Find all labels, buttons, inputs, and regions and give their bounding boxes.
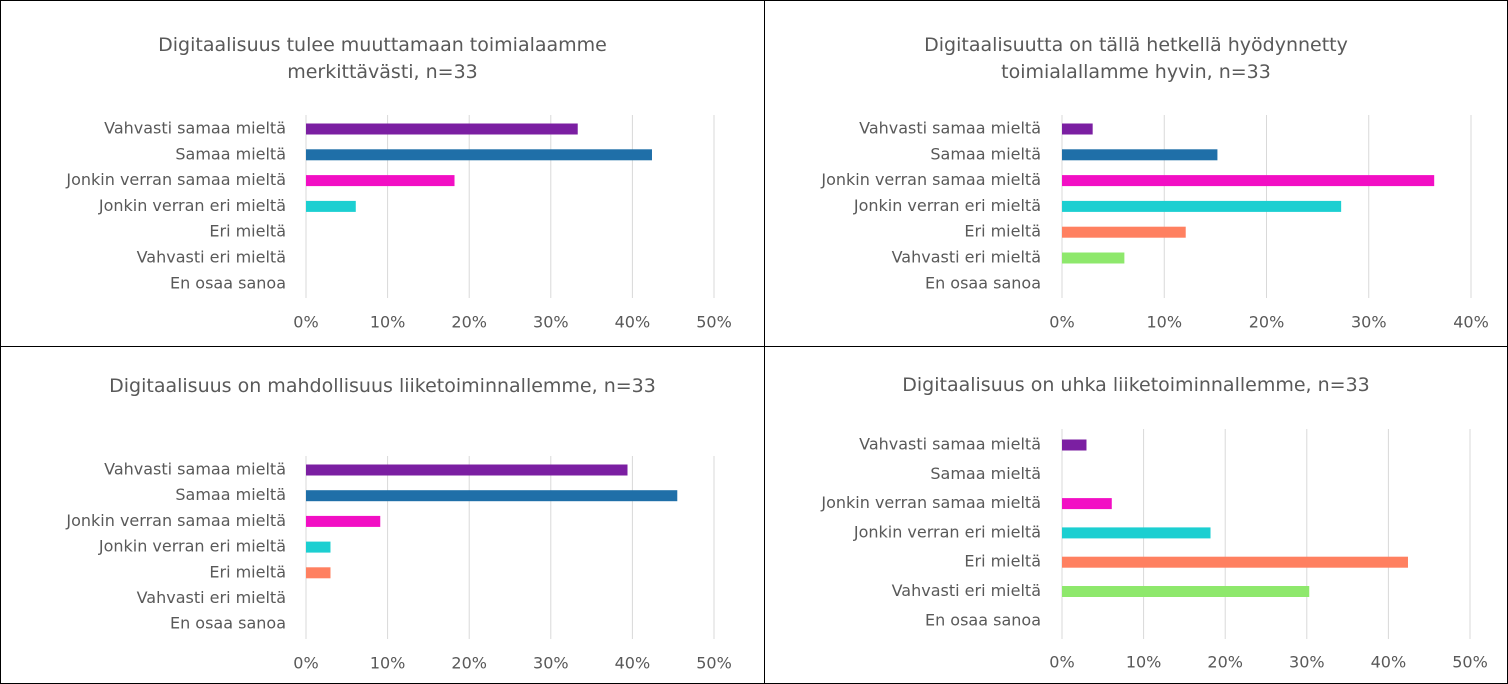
x-tick-label: 40% [1371, 653, 1407, 672]
x-tick-label: 10% [1146, 313, 1182, 332]
bar [306, 464, 628, 476]
x-tick-label: 0% [1049, 653, 1074, 672]
y-tick-label: Eri mieltä [209, 562, 286, 581]
chart: 0% 10% 20% 30% 40% 50% Vahvasti samaa mieltä Sa… [65, 456, 732, 673]
chart-title: Digitaalisuus tulee muuttamaan toimialaa… [158, 34, 607, 83]
chart-panel: 0% 10% 20% 30% 40% Vahvasti samaa mieltä Samaa… [764, 0, 1508, 347]
bar [306, 515, 381, 527]
x-tick-label: 40% [1453, 313, 1489, 332]
x-tick-label: 30% [533, 313, 569, 332]
bar [1062, 226, 1186, 238]
bar [306, 490, 678, 502]
chart-title: Digitaalisuutta on tällä hetkellä hyödyn… [924, 34, 1348, 83]
y-tick-label: Jonkin verran samaa mieltä [65, 170, 286, 189]
bar [306, 149, 652, 161]
y-tick-label: Jonkin verran samaa mieltä [65, 511, 286, 530]
x-tick-label: 20% [1249, 313, 1285, 332]
bar [1062, 439, 1087, 451]
y-tick-label: En osaa sanoa [170, 614, 286, 633]
bar [1062, 498, 1112, 510]
y-tick-label: Eri mieltä [964, 552, 1041, 571]
bar [306, 123, 578, 135]
chart-panel: 0% 10% 20% 30% 40% 50% Vahvasti samaa mieltä Sa… [0, 0, 765, 347]
y-tick-label: Vahvasti samaa mieltä [859, 435, 1041, 454]
y-tick-label: Vahvasti eri mieltä [892, 581, 1041, 600]
chart: 0% 10% 20% 30% 40% 50% Vahvasti samaa mieltä Sa… [65, 115, 732, 332]
bar [1062, 252, 1125, 264]
x-tick-label: 40% [615, 313, 651, 332]
y-tick-label: Jonkin verran samaa mieltä [820, 170, 1041, 189]
y-tick-label: Vahvasti samaa mieltä [859, 119, 1041, 138]
bar [1062, 200, 1342, 212]
y-tick-label: Samaa mieltä [930, 464, 1041, 483]
y-tick-label: Eri mieltä [209, 222, 286, 241]
bar [306, 175, 455, 187]
chart-title: Digitaalisuus on mahdollisuus liiketoimi… [109, 375, 656, 397]
x-tick-label: 0% [293, 313, 318, 332]
bar [1062, 586, 1310, 597]
chart-panel: 0% 10% 20% 30% 40% 50% Vahvasti samaa mieltä Sa… [764, 346, 1508, 684]
bar [1062, 149, 1218, 161]
chart-title: Digitaalisuus on uhka liiketoiminnallemm… [902, 374, 1370, 396]
chart: 0% 10% 20% 30% 40% Vahvasti samaa mieltä Samaa… [820, 115, 1489, 332]
x-tick-label: 10% [370, 654, 406, 673]
x-tick-label: 0% [1049, 313, 1074, 332]
y-tick-label: Vahvasti eri mieltä [892, 248, 1041, 267]
y-tick-label: Samaa mieltä [930, 144, 1041, 163]
y-tick-label: Vahvasti eri mieltä [137, 588, 286, 607]
y-tick-label: Jonkin verran eri mieltä [853, 522, 1041, 541]
x-tick-label: 50% [1452, 653, 1488, 672]
y-tick-label: Jonkin verran samaa mieltä [820, 493, 1041, 512]
x-tick-label: 30% [533, 654, 569, 673]
x-tick-label: 50% [696, 313, 732, 332]
y-tick-label: Samaa mieltä [175, 485, 286, 504]
chart-panel: 0% 10% 20% 30% 40% 50% Vahvasti samaa mieltä Sa… [0, 346, 765, 684]
x-tick-label: 30% [1351, 313, 1387, 332]
x-tick-label: 30% [1289, 653, 1325, 672]
y-tick-label: Eri mieltä [964, 222, 1041, 241]
x-tick-label: 0% [293, 654, 318, 673]
y-tick-label: En osaa sanoa [925, 610, 1041, 629]
bar [306, 567, 331, 579]
y-tick-label: En osaa sanoa [170, 273, 286, 292]
x-tick-label: 40% [615, 654, 651, 673]
x-tick-label: 50% [696, 654, 732, 673]
y-tick-label: Vahvasti eri mieltä [137, 248, 286, 267]
x-tick-label: 20% [451, 313, 487, 332]
y-tick-label: Jonkin verran eri mieltä [98, 196, 286, 215]
bar [306, 541, 331, 553]
y-tick-label: Jonkin verran eri mieltä [853, 196, 1041, 215]
x-tick-label: 10% [1126, 653, 1162, 672]
bar [1062, 527, 1211, 539]
x-tick-label: 20% [451, 654, 487, 673]
bar [1062, 175, 1435, 187]
y-tick-label: Samaa mieltä [175, 144, 286, 163]
y-tick-label: Vahvasti samaa mieltä [104, 460, 286, 479]
x-tick-label: 10% [370, 313, 406, 332]
bar [306, 200, 356, 212]
y-tick-label: Vahvasti samaa mieltä [104, 119, 286, 138]
bar [1062, 123, 1093, 135]
x-tick-label: 20% [1207, 653, 1243, 672]
y-tick-label: Jonkin verran eri mieltä [98, 537, 286, 556]
chart: 0% 10% 20% 30% 40% 50% Vahvasti samaa mieltä Sa… [820, 429, 1488, 672]
bar [1062, 556, 1408, 568]
y-tick-label: En osaa sanoa [925, 273, 1041, 292]
